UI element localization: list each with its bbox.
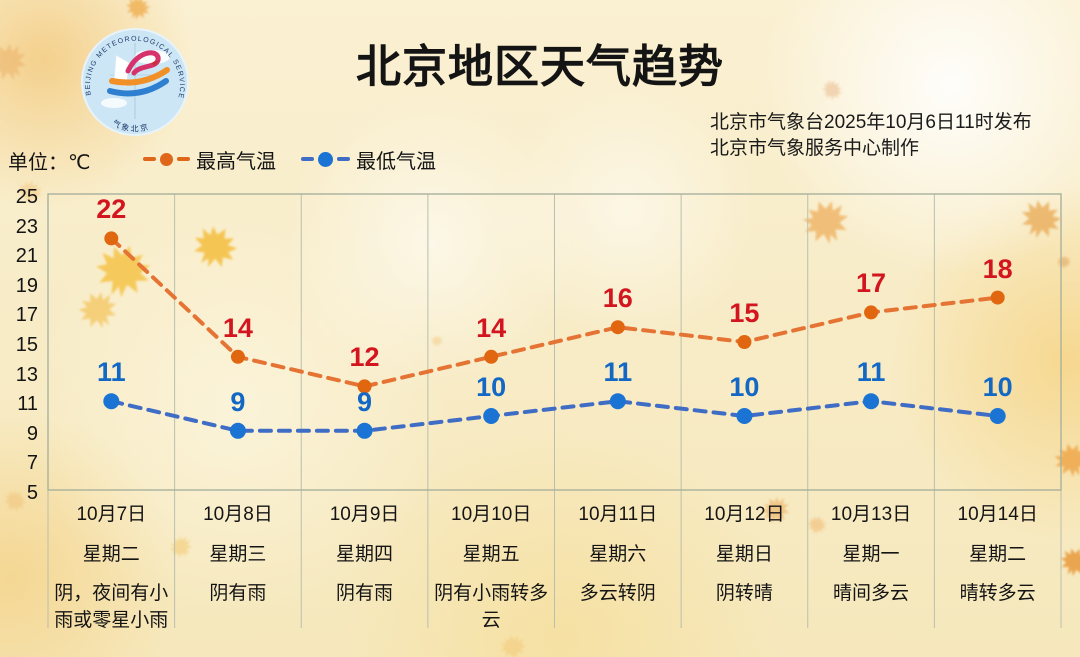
- legend-label-low: 最低气温: [356, 150, 436, 173]
- low-temp-marker: [609, 393, 626, 410]
- y-tick-label: 9: [26, 422, 38, 445]
- maple-leaf-icon: [498, 632, 528, 657]
- high-temp-value: 12: [349, 342, 380, 373]
- day-column: 10月11日 星期六多云转阴: [555, 500, 682, 607]
- y-tick-label: 19: [15, 274, 38, 297]
- y-tick-label: 13: [15, 363, 38, 386]
- day-weekday: 星期二: [82, 544, 140, 565]
- low-temp-value: 10: [729, 372, 760, 402]
- low-temp-marker: [229, 422, 246, 439]
- high-temp-marker: [737, 335, 752, 349]
- day-column: 10月8日星期三阴有雨: [175, 500, 302, 607]
- day-column: 10月13日 星期一晴间多云: [808, 500, 935, 607]
- low-temp-line: [109, 399, 1000, 433]
- maple-leaf-icon: [124, 0, 152, 22]
- low-temp-value: 9: [357, 386, 373, 417]
- temperature-trend-chart: [47, 193, 1062, 628]
- low-temp-marker: [863, 393, 880, 410]
- day-column: 10月14日 星期二晴转多云: [934, 500, 1061, 607]
- day-weekday: 星期六: [589, 544, 647, 565]
- day-weather: 晴转多云: [959, 583, 1036, 604]
- unit-label: 单位：℃: [8, 152, 91, 174]
- high-temp-value: 15: [729, 298, 760, 328]
- low-temp-value: 9: [230, 386, 246, 417]
- high-temp-line-icon: [143, 152, 190, 166]
- y-tick-label: 15: [15, 334, 38, 356]
- day-column: 10月7日星期二阴，夜间有小雨或零星小雨: [48, 500, 175, 634]
- day-date: 10月12日: [704, 504, 785, 525]
- high-temp-marker: [610, 320, 625, 335]
- day-weekday: 星期二: [969, 544, 1027, 565]
- day-weather: 晴间多云: [833, 583, 910, 604]
- y-tick-label: 7: [26, 452, 38, 475]
- day-column: 10月9日星期四阴有雨: [301, 500, 428, 607]
- low-temp-value: 11: [97, 357, 126, 388]
- high-temp-value: 18: [982, 253, 1013, 284]
- low-temp-value: 10: [476, 372, 507, 402]
- day-weekday: 星期四: [336, 544, 394, 565]
- day-column: 10月10日 星期五阴有小雨转多云: [428, 500, 555, 634]
- day-date: 10月13日: [830, 504, 912, 525]
- day-weekday: 星期三: [209, 544, 267, 565]
- low-temp-marker: [483, 408, 500, 424]
- page-title: 北京地区天气趋势: [355, 41, 724, 92]
- y-tick-label: 17: [15, 304, 38, 327]
- low-temp-value: 10: [982, 372, 1013, 402]
- day-weekday: 星期一: [842, 544, 900, 565]
- low-temp-line-icon: [301, 151, 350, 167]
- high-temp-marker: [104, 231, 119, 246]
- y-tick-label: 23: [15, 215, 38, 238]
- low-temp-marker: [736, 408, 753, 424]
- y-tick-label: 11: [17, 393, 38, 416]
- issued-line2: 北京市气象服务中心制作: [710, 138, 920, 159]
- low-temp-marker: [103, 393, 120, 410]
- low-temp-marker: [356, 422, 373, 439]
- legend-item-low-temp: 最低气温: [301, 146, 436, 173]
- low-temp-value: 11: [856, 357, 886, 388]
- day-date: 10月10日: [451, 504, 532, 525]
- day-weather: 阴，夜间有小雨或零星小雨: [54, 583, 169, 631]
- day-date: 10月8日: [203, 504, 273, 525]
- day-column: 10月12日 星期日阴转晴: [681, 500, 808, 607]
- low-temp-value: 11: [603, 357, 633, 388]
- high-temp-marker: [864, 305, 879, 320]
- day-date: 10月11日: [578, 504, 658, 525]
- issued-info: 北京市气象台2025年10月6日11时发布 北京市气象服务中心制作: [710, 110, 1032, 162]
- high-temp-marker: [990, 290, 1005, 305]
- high-temp-value: 22: [96, 194, 127, 225]
- day-weather: 阴有雨: [209, 583, 267, 604]
- high-temp-value: 14: [222, 312, 253, 343]
- high-temp-value: 14: [476, 312, 507, 343]
- day-date: 10月9日: [329, 504, 400, 525]
- high-temp-line: [109, 236, 1000, 389]
- day-weather: 多云转阴: [579, 583, 656, 604]
- beijing-meteorological-service-logo: BEIJING METEOROLOGICAL SERVICE 气象北京: [81, 28, 189, 136]
- day-date: 10月14日: [957, 504, 1038, 525]
- high-temp-marker: [357, 379, 372, 394]
- y-tick-label: 5: [26, 482, 38, 504]
- y-tick-label: 25: [15, 186, 38, 208]
- high-temp-value: 16: [602, 283, 633, 314]
- issued-line1: 北京市气象台2025年10月6日11时发布: [710, 112, 1032, 133]
- day-date: 10月7日: [76, 504, 147, 525]
- day-weekday: 星期五: [462, 544, 520, 565]
- high-temp-marker: [484, 349, 499, 364]
- high-temp-value: 17: [856, 268, 887, 299]
- low-temp-marker: [989, 408, 1006, 424]
- day-weather: 阴有雨: [336, 583, 394, 604]
- day-weekday: 星期日: [715, 544, 773, 565]
- day-weather: 阴有小雨转多云: [434, 583, 549, 631]
- legend-item-high-temp: 最高气温: [143, 146, 276, 173]
- day-weather: 阴转晴: [715, 583, 773, 604]
- high-temp-marker: [230, 349, 245, 364]
- legend-label-high: 最高气温: [196, 150, 276, 173]
- y-tick-label: 21: [15, 245, 38, 268]
- plot-border: [47, 193, 1062, 491]
